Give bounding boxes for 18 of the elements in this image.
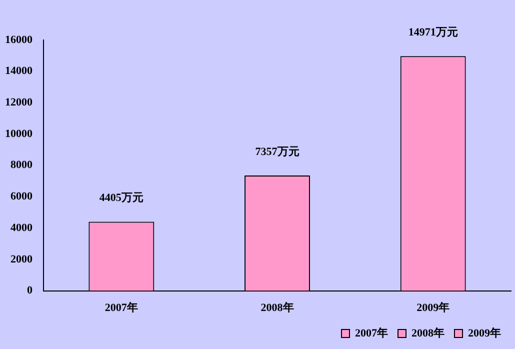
- y-tick-label: 16000: [5, 34, 33, 46]
- data-label: 14971万元: [408, 26, 458, 38]
- y-tick-label: 4000: [10, 222, 33, 234]
- data-label: 4405万元: [99, 192, 144, 204]
- x-tick-label: 2007年: [104, 301, 138, 314]
- legend-label: 2008年: [412, 326, 444, 340]
- y-tick-label: 14000: [5, 65, 33, 78]
- y-tick-label: 6000: [10, 190, 33, 203]
- data-label: 7357万元: [255, 146, 300, 158]
- y-tick-label: 8000: [10, 159, 33, 172]
- x-tick-label: 2009年: [416, 301, 450, 314]
- y-tick-label: 10000: [5, 128, 33, 140]
- y-tick-label: 12000: [5, 96, 33, 109]
- legend-label: 2009年: [468, 326, 501, 340]
- x-tick-label: 2008年: [260, 301, 294, 314]
- y-tick-label: 0: [27, 284, 33, 297]
- y-tick-label: 2000: [10, 253, 33, 266]
- legend-label: 2007年: [355, 326, 388, 340]
